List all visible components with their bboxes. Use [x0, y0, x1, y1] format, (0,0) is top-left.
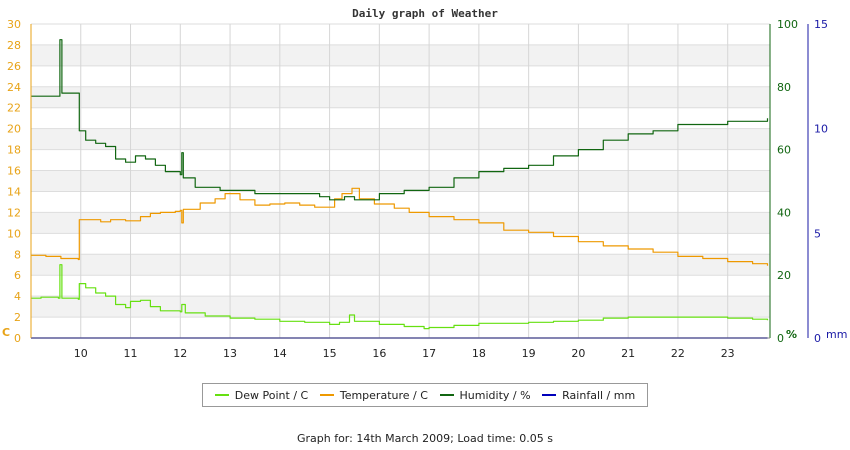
chart-legend: Dew Point / C Temperature / C Humidity /…	[202, 383, 648, 407]
graph-footer: Graph for: 14th March 2009; Load time: 0…	[296, 432, 554, 445]
x-tick-label: 17	[422, 347, 436, 360]
left-tick-label: 18	[7, 144, 21, 157]
legend-swatch-temperature	[319, 394, 334, 396]
legend-swatch-rainfall	[542, 394, 557, 396]
left-tick-label: 28	[7, 39, 21, 52]
left-tick-label: 20	[7, 123, 21, 136]
chart-title: Daily graph of Weather	[352, 7, 498, 20]
left-tick-label: 6	[14, 269, 21, 282]
chart-tick-labels: 10 11 12 13 14 15 16 17 18 19 20 21 22 23024681012141…	[2, 18, 847, 360]
humidity-tick-label: 100	[777, 18, 798, 31]
x-tick-label: 22	[671, 347, 685, 360]
x-tick-label: 14	[273, 347, 287, 360]
left-tick-label: 2	[14, 311, 21, 324]
rainfall-tick-label: 15	[814, 18, 828, 31]
left-tick-label: 8	[14, 248, 21, 261]
humidity-tick-label: 20	[777, 269, 791, 282]
legend-label-humidity: Humidity / %	[459, 388, 531, 402]
legend-swatch-humidity	[439, 394, 454, 396]
rainfall-tick-label: 0	[814, 332, 821, 345]
left-tick-label: 0	[14, 332, 21, 345]
x-tick-label: 10	[74, 347, 88, 360]
left-tick-label: 26	[7, 60, 21, 73]
chart-axes	[30, 24, 809, 339]
left-tick-label: 14	[7, 185, 21, 198]
x-tick-label: 20	[571, 347, 585, 360]
background-band	[31, 86, 770, 108]
x-tick-label: 13	[223, 347, 237, 360]
left-tick-label: 24	[7, 81, 21, 94]
legend-item-humidity: Humidity / %	[439, 388, 531, 402]
x-tick-label: 23	[721, 347, 735, 360]
chart-gridlines	[31, 23, 770, 339]
legend-label-temperature: Temperature / C	[339, 388, 428, 402]
chart-background-bands	[31, 44, 770, 318]
rainfall-tick-label: 10	[814, 123, 828, 136]
weather-chart: Daily graph of Weather 10 11 12 13 14 15 16 17 1…	[2, 7, 847, 360]
background-band	[31, 128, 770, 150]
legend-swatch-dew-point	[214, 394, 229, 396]
humidity-axis-unit: %	[786, 328, 797, 341]
background-band	[31, 212, 770, 234]
x-tick-label: 21	[621, 347, 635, 360]
left-tick-label: 4	[14, 290, 21, 303]
series-line-dew	[31, 264, 769, 330]
x-tick-label: 18	[472, 347, 486, 360]
legend-label-rainfall: Rainfall / mm	[562, 388, 636, 402]
background-band	[31, 44, 770, 66]
left-tick-label: 30	[7, 18, 21, 31]
rainfall-tick-label: 5	[814, 227, 821, 240]
x-tick-label: 11	[124, 347, 138, 360]
humidity-tick-label: 0	[777, 332, 784, 345]
left-axis-unit: C	[2, 326, 10, 339]
legend-label-dew-point: Dew Point / C	[234, 388, 309, 402]
humidity-tick-label: 80	[777, 81, 791, 94]
background-band	[31, 170, 770, 192]
x-tick-label: 15	[323, 347, 337, 360]
left-tick-label: 22	[7, 102, 21, 115]
legend-item-dew-point: Dew Point / C	[214, 388, 309, 402]
x-tick-label: 16	[372, 347, 386, 360]
rainfall-axis-unit: mm	[826, 328, 847, 341]
series-line-temperature	[31, 187, 769, 266]
humidity-tick-label: 40	[777, 206, 791, 219]
background-band	[31, 254, 770, 276]
x-tick-label: 12	[173, 347, 187, 360]
series-line-humidity	[31, 39, 769, 201]
left-tick-label: 10	[7, 227, 21, 240]
background-band	[31, 296, 770, 318]
left-tick-label: 16	[7, 165, 21, 178]
legend-item-rainfall: Rainfall / mm	[542, 389, 635, 402]
x-tick-label: 19	[522, 347, 536, 360]
left-tick-label: 12	[7, 206, 21, 219]
legend-item-temperature: Temperature / C	[319, 388, 428, 402]
humidity-tick-label: 60	[777, 144, 791, 157]
